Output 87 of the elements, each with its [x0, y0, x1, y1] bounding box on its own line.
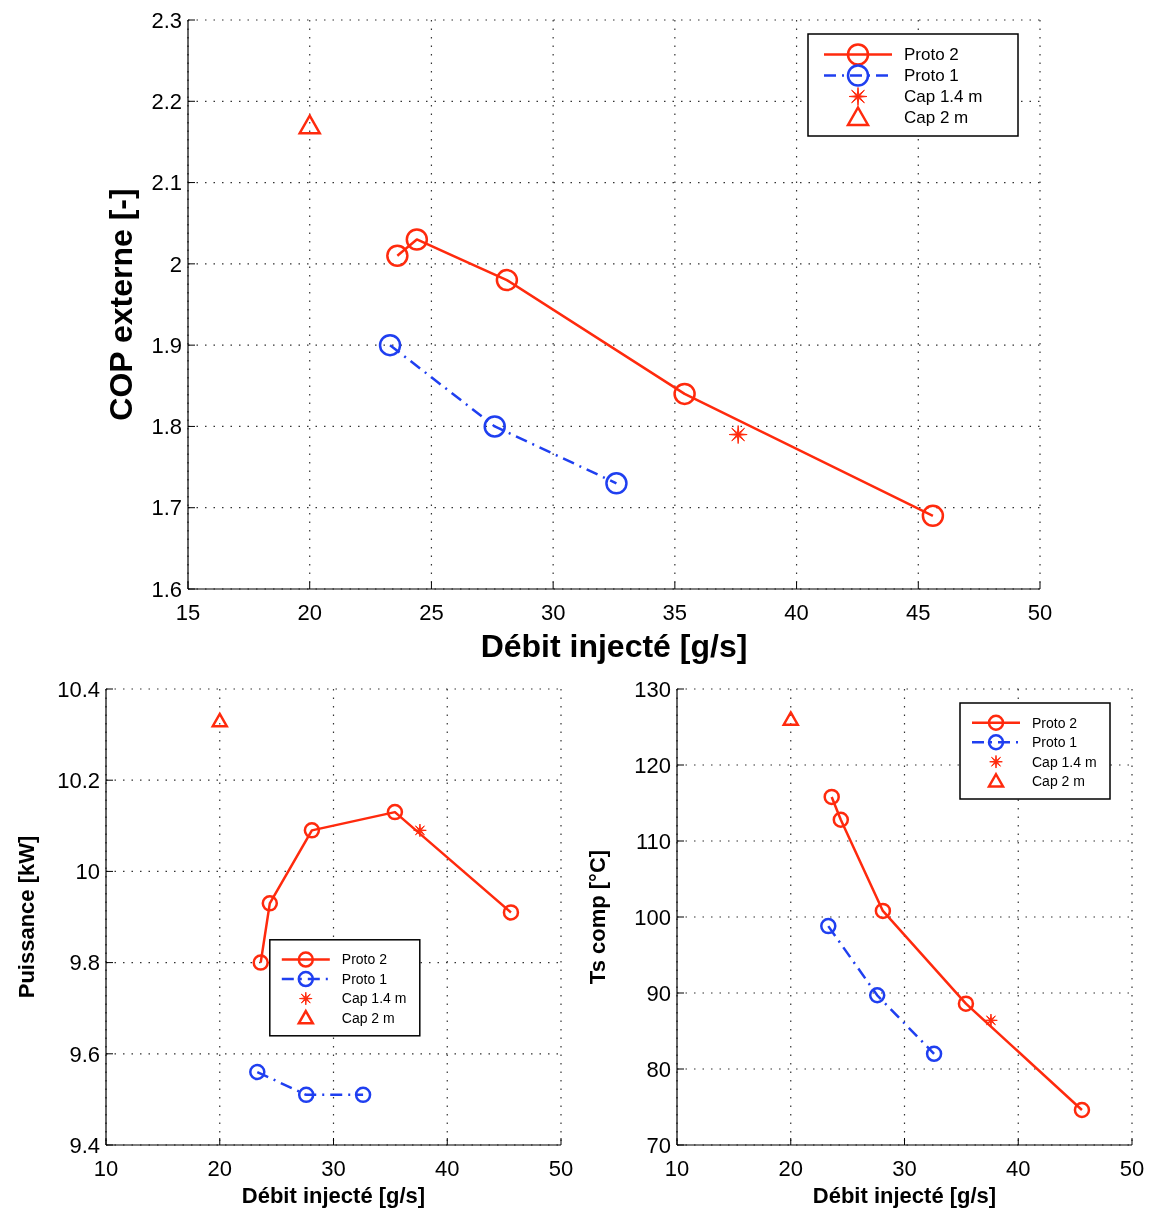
point: [605, 472, 628, 495]
point: [673, 382, 696, 406]
x-tick-label: 30: [321, 1156, 346, 1181]
point: [868, 987, 886, 1004]
point: [261, 895, 279, 912]
point: [303, 822, 321, 839]
x-tick-label: 10: [93, 1156, 119, 1181]
legend-label: Cap 2 m: [904, 108, 969, 128]
y-tick-label: 70: [646, 1132, 671, 1158]
point: [354, 1086, 372, 1104]
point: [1073, 1101, 1091, 1119]
x-tick-label: 20: [207, 1156, 232, 1181]
legend-label: Cap 2 m: [341, 1009, 395, 1026]
legend-label: Proto 2: [341, 951, 388, 968]
point: [921, 504, 945, 528]
point: [297, 1086, 315, 1104]
x-tick-label: 50: [1119, 1156, 1145, 1181]
y-tick-label: 2.3: [151, 7, 182, 33]
y-tick-label: 120: [634, 752, 671, 778]
y-tick-label: 1.7: [151, 495, 182, 521]
x-tick-label: 40: [435, 1156, 460, 1181]
legend-label: Proto 2: [1032, 714, 1078, 731]
point: [495, 268, 519, 292]
legend-label: Proto 1: [904, 66, 959, 86]
x-tick-label: 20: [297, 600, 322, 625]
point: [252, 954, 269, 971]
y-tick-label: 1.9: [151, 332, 182, 358]
x-tick-label: 20: [778, 1156, 803, 1181]
y-tick-label: 10.2: [57, 767, 100, 793]
x-tick-label: 30: [892, 1156, 917, 1181]
x-tick-label: 45: [906, 600, 931, 625]
x-axis-title: Débit injecté [g/s]: [812, 1183, 997, 1208]
point: [378, 333, 402, 357]
y-tick-label: 80: [646, 1056, 671, 1082]
point: [249, 1063, 266, 1081]
point: [823, 788, 840, 806]
y-tick-label: 1.8: [151, 414, 182, 440]
legend-label: Proto 2: [904, 45, 959, 65]
legend-label: Cap 2 m: [1032, 773, 1085, 790]
point: [782, 711, 799, 726]
point: [957, 995, 975, 1012]
x-tick-label: 50: [1027, 600, 1053, 625]
x-tick-label: 40: [784, 600, 809, 625]
y-tick-label: 2: [169, 251, 182, 277]
y-tick-label: 10.4: [57, 676, 100, 702]
point: [984, 1013, 998, 1028]
point: [211, 712, 228, 728]
point: [728, 425, 748, 445]
y-tick-label: 1.6: [151, 576, 182, 602]
x-tick-label: 50: [548, 1156, 574, 1181]
point: [298, 114, 321, 135]
x-tick-label: 30: [540, 600, 566, 625]
y-tick-label: 100: [634, 904, 671, 930]
y-tick-label: 9.4: [69, 1132, 100, 1158]
point: [874, 902, 892, 920]
legend-label: Proto 1: [341, 970, 388, 987]
legend-label: Cap 1.4 m: [1032, 753, 1097, 770]
x-axis-title: Débit injecté [g/s]: [241, 1183, 426, 1208]
y-axis-title: Ts comp [°C]: [585, 849, 610, 985]
y-tick-label: 9.6: [69, 1041, 100, 1067]
point: [405, 228, 429, 251]
y-tick-label: 110: [635, 828, 671, 854]
legend-label: Proto 1: [1032, 734, 1078, 751]
legend-label: Cap 1.4 m: [904, 87, 983, 107]
x-tick-label: 10: [664, 1156, 690, 1181]
y-tick-label: 10: [75, 859, 100, 885]
x-tick-label: 25: [419, 600, 444, 625]
legend-label: Cap 1.4 m: [341, 990, 407, 1007]
point: [925, 1045, 943, 1063]
point: [832, 811, 850, 828]
point: [413, 823, 427, 838]
x-tick-label: 15: [175, 600, 201, 625]
y-axis-title: Puissance [kW]: [14, 835, 39, 999]
point: [483, 415, 506, 438]
y-tick-label: 130: [634, 676, 671, 702]
point: [820, 917, 837, 935]
y-tick-label: 2.1: [151, 170, 182, 196]
y-tick-label: 2.2: [151, 88, 182, 114]
point: [502, 904, 520, 921]
y-tick-label: 90: [646, 980, 671, 1006]
x-tick-label: 35: [662, 600, 688, 625]
point: [386, 244, 409, 267]
y-tick-label: 9.8: [69, 950, 100, 976]
point: [386, 803, 404, 821]
x-axis-title: Débit injecté [g/s]: [480, 628, 748, 664]
y-axis-title: COP externe [-]: [103, 188, 139, 421]
x-tick-label: 40: [1006, 1156, 1031, 1181]
